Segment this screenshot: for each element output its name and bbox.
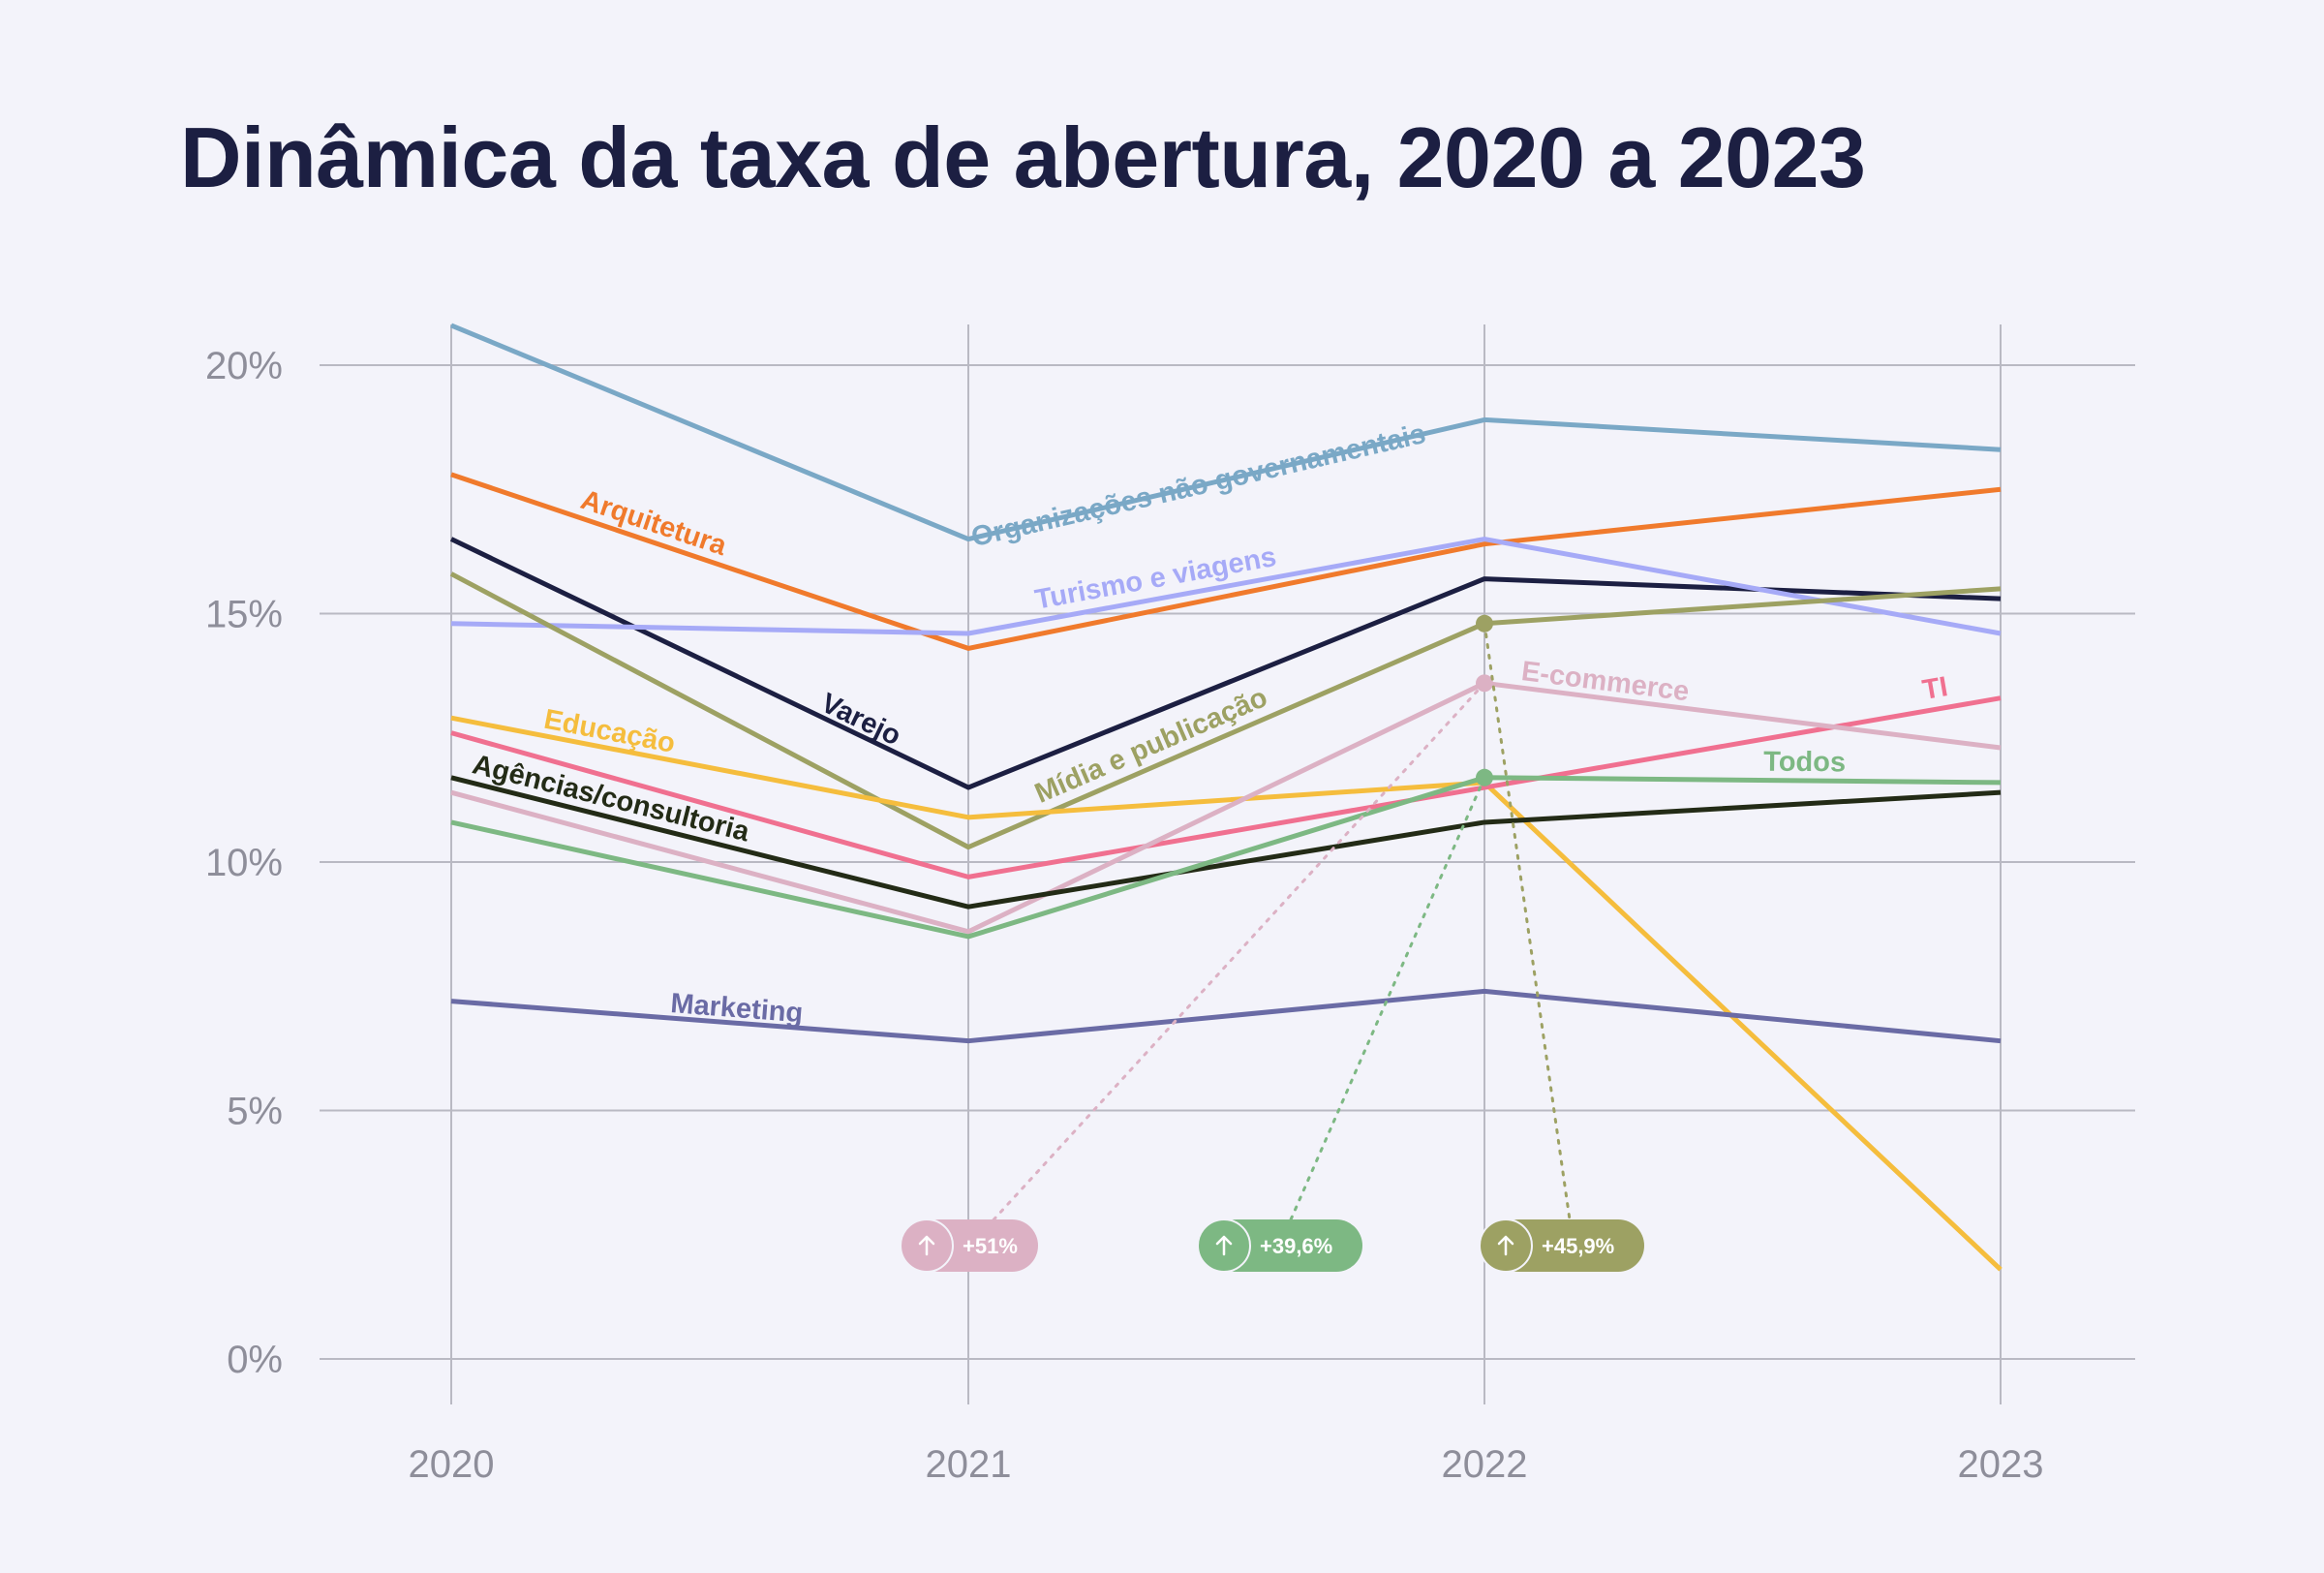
series-line-e-commerce — [450, 680, 2002, 935]
annotation-point — [1476, 614, 1493, 632]
series-label-todos: Todos — [1763, 747, 1846, 779]
y-tick-label: 10% — [205, 842, 283, 884]
annotation-point — [1476, 674, 1493, 693]
series-label-educacao: Educação — [541, 704, 678, 759]
series-lines — [449, 323, 2003, 1272]
x-tick-label: 2023 — [1958, 1443, 2044, 1486]
series-label-marketing: Marketing — [669, 988, 804, 1029]
annotation-point — [1476, 768, 1493, 786]
series-line-arquitetura — [450, 472, 2002, 651]
arrow-up-icon — [1215, 1235, 1233, 1256]
series-line-ti — [450, 695, 2002, 879]
series-line-midia-e-publicacao — [449, 571, 2002, 850]
annotations: +51% +39,6% +45,9% — [900, 614, 1644, 1273]
x-tick-label: 2021 — [926, 1443, 1012, 1486]
annotation-leader — [1286, 776, 1486, 1228]
series-labels: Organizações não governamentaisArquitetu… — [470, 418, 1950, 1030]
series-label-ti: TI — [1920, 671, 1950, 706]
series-line-marketing — [450, 988, 2002, 1044]
annotation-label: +45,9% — [1542, 1234, 1614, 1258]
annotation-leader — [1483, 622, 1573, 1228]
series-label-turismo-e-viagens: Turismo e viagens — [1032, 541, 1278, 616]
series-line-agencias-consultoria — [450, 775, 2002, 910]
x-tick-label: 2022 — [1442, 1443, 1528, 1486]
series-line-organizacoes-nao-governamentais — [450, 323, 2002, 542]
y-tick-label: 15% — [205, 594, 283, 636]
series-label-organizacoes-nao-governamentais: Organizações não governamentais — [968, 418, 1428, 553]
series-line-todos — [450, 775, 2002, 940]
annotation-label: +39,6% — [1260, 1234, 1332, 1258]
annotation-badge — [1210, 1219, 1362, 1272]
arrow-up-icon — [1497, 1235, 1514, 1256]
y-tick-label: 0% — [227, 1339, 283, 1381]
series-line-varejo — [449, 537, 2002, 790]
series-line-turismo-e-viagens — [450, 537, 2002, 636]
y-tick-label: 20% — [205, 345, 283, 387]
arrow-up-icon — [918, 1235, 935, 1256]
annotation-label: +51% — [963, 1234, 1018, 1258]
y-tick-label: 5% — [227, 1091, 283, 1133]
series-label-varejo: Varejo — [816, 688, 905, 753]
chart-title: Dinâmica da taxa de abertura, 2020 a 202… — [180, 109, 1866, 205]
series-line-educacao — [450, 715, 2003, 1272]
annotation-badge — [1492, 1219, 1644, 1272]
annotation-leader — [986, 681, 1486, 1228]
x-tick-label: 2020 — [409, 1443, 495, 1486]
